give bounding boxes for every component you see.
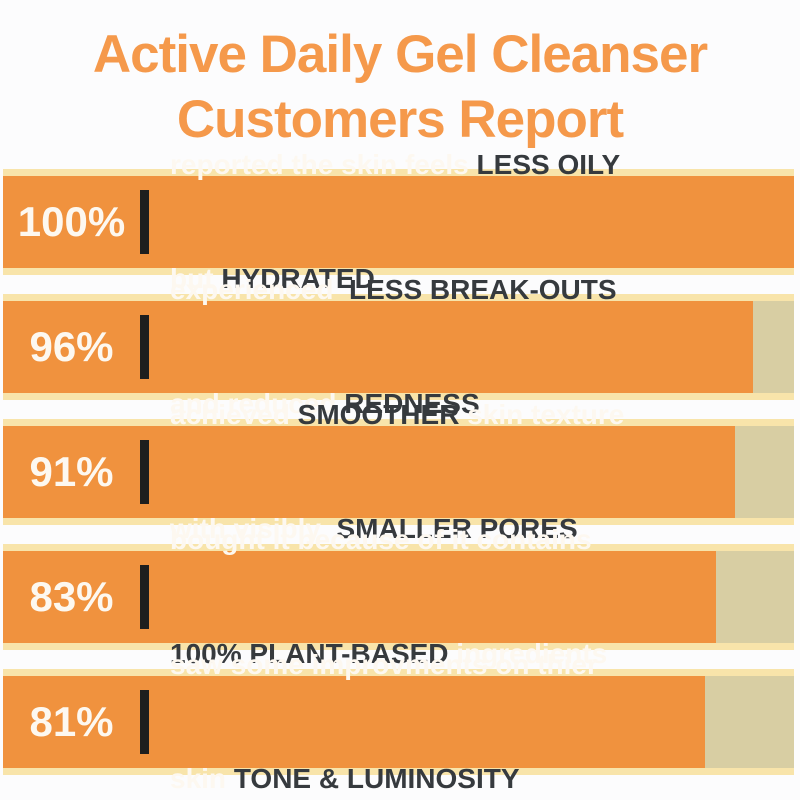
bar-description-line2: with visibly SMALLER PORES [170, 510, 624, 548]
bar-track: 96% experienced LESS BREAK-OUTS and redu… [3, 274, 794, 419]
bar-content: 100% reported the skin feels LESS OILY b… [3, 149, 794, 294]
bar-description: saw some improvments on thier skin TONE … [170, 570, 598, 800]
bar-content: 81% saw some improvments on thier skin T… [3, 649, 794, 794]
emphasis-text-segment: HYDRATED [221, 263, 375, 294]
emphasis-text-segment: SMOOTHER [297, 399, 460, 430]
text-segment: skin [170, 763, 234, 794]
bar-content: 91% achieved SMOOTHER skin texture with … [3, 399, 794, 544]
bar-track: 81% saw some improvments on thier skin T… [3, 649, 794, 794]
bar-content: 96% experienced LESS BREAK-OUTS and redu… [3, 274, 794, 419]
bar-description: experienced LESS BREAK-OUTS and reduced … [170, 195, 617, 499]
percent-label: 96% [29, 323, 114, 370]
page-title-line2: Customers Report [176, 90, 624, 149]
bar-description-line1: bought it because of it contains [170, 521, 607, 559]
emphasis-text-segment: SMALLER PORES [336, 513, 578, 544]
text-segment: bought it because of it contains [170, 524, 592, 555]
bar-description-line1: experienced LESS BREAK-OUTS [170, 271, 617, 309]
text-segment: skin texture [459, 399, 625, 430]
emphasis-text-segment: LESS OILY [476, 149, 621, 180]
bar-content: 83% bought it because of it contains 100… [3, 524, 794, 669]
text-segment: reported the skin feels [170, 149, 477, 180]
stat-bar-row: 100% reported the skin feels LESS OILY b… [3, 149, 794, 294]
percent-label: 91% [29, 448, 114, 495]
bar-fill [3, 551, 716, 643]
vertical-divider [140, 315, 149, 379]
page-title-line1: Active Daily Gel Cleanser [92, 25, 708, 84]
text-segment: achieved [170, 399, 298, 430]
bar-track: 83% bought it because of it contains 100… [3, 524, 794, 669]
bar-description-line1: achieved SMOOTHER skin texture [170, 396, 624, 434]
text-segment: but [170, 263, 222, 294]
bar-description-line2: and reduced REDNESS [170, 385, 617, 423]
text-segment: ingredients [448, 638, 608, 669]
bar-fill [3, 676, 705, 768]
vertical-divider [140, 565, 149, 629]
bar-description-line2: but HYDRATED [170, 260, 620, 298]
emphasis-text-segment: LESS BREAK-OUTS [348, 274, 617, 305]
emphasis-text-segment: REDNESS [344, 388, 480, 419]
emphasis-text-segment: TONE & LUMINOSITY [233, 763, 520, 794]
percent-label: 83% [29, 573, 114, 620]
bar-fill [3, 176, 794, 268]
bar-track: 91% achieved SMOOTHER skin texture with … [3, 399, 794, 544]
text-segment: and reduced [170, 388, 345, 419]
text-segment: with visibly [170, 513, 337, 544]
text-segment: experienced [170, 274, 349, 305]
vertical-divider [140, 190, 149, 254]
stat-bar-row: 96% experienced LESS BREAK-OUTS and redu… [3, 274, 794, 419]
bar-fill [3, 426, 735, 518]
percent-label: 81% [29, 698, 114, 745]
bar-description-line2: skin TONE & LUMINOSITY [170, 760, 598, 798]
text-segment: saw some improvments on thier [170, 649, 598, 680]
vertical-divider [140, 690, 149, 754]
bar-description-line1: reported the skin feels LESS OILY [170, 146, 620, 184]
bar-description: reported the skin feels LESS OILY but HY… [170, 70, 620, 374]
bar-description: achieved SMOOTHER skin texture with visi… [170, 320, 624, 624]
bar-chart: 100% reported the skin feels LESS OILY b… [3, 149, 794, 794]
bar-fill [3, 301, 753, 393]
stat-bar-row: 83% bought it because of it contains 100… [3, 524, 794, 669]
stat-bar-row: 81% saw some improvments on thier skin T… [3, 649, 794, 794]
bar-track: 100% reported the skin feels LESS OILY b… [3, 149, 794, 294]
bar-description-line1: saw some improvments on thier [170, 646, 598, 684]
percent-label: 100% [17, 198, 126, 245]
bar-description: bought it because of it contains 100% PL… [170, 445, 607, 749]
stat-bar-row: 91% achieved SMOOTHER skin texture with … [3, 399, 794, 544]
page-title: Active Daily Gel Cleanser Customers Repo… [0, 0, 800, 152]
vertical-divider [140, 440, 149, 504]
emphasis-text-segment: 100% PLANT-BASED [170, 638, 449, 669]
bar-description-line2: 100% PLANT-BASED ingredients [170, 635, 607, 673]
